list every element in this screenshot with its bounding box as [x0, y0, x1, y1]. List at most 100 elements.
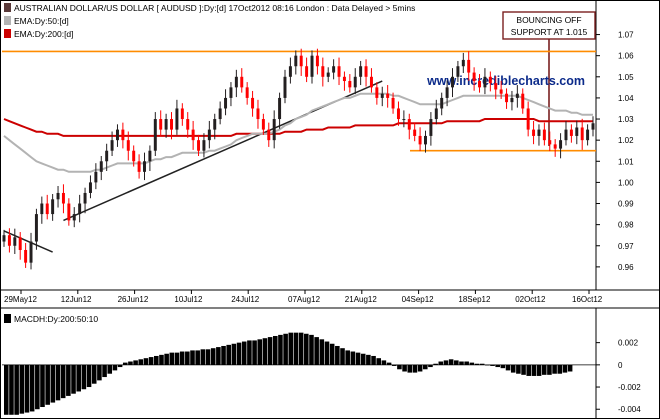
macd-bar — [221, 345, 226, 365]
candle-body — [137, 161, 141, 172]
candle-body — [2, 235, 6, 242]
macd-bar — [479, 363, 485, 365]
candle-body — [175, 108, 179, 130]
macd-bar — [24, 364, 30, 413]
macd-bar — [541, 364, 547, 375]
macd-bar — [19, 364, 25, 414]
macd-y-tick-label: 0.002 — [618, 339, 639, 348]
macd-bar — [97, 364, 102, 381]
legend-swatch-price — [4, 3, 11, 12]
macd-bar — [231, 343, 237, 365]
macd-bar — [159, 354, 164, 365]
x-tick-label: 12Jun12 — [61, 295, 92, 304]
macd-bar — [309, 334, 314, 365]
macd-bar — [448, 359, 454, 365]
candle-body — [229, 87, 233, 98]
macd-bar — [236, 342, 242, 365]
macd-bar — [185, 351, 190, 365]
candle-body — [132, 150, 136, 162]
macd-y-tick-label: -0.002 — [618, 383, 641, 392]
macd-bar — [81, 364, 87, 390]
macd-bar — [345, 350, 350, 365]
candle-body — [488, 76, 492, 84]
macd-bar — [350, 351, 356, 365]
candle-body — [153, 119, 157, 151]
macd-bar — [117, 364, 123, 368]
macd-bar — [335, 345, 340, 365]
candle-body — [429, 119, 433, 136]
macd-bar — [324, 341, 330, 365]
macd-bar — [210, 348, 216, 365]
y-tick-label: 1.05 — [618, 73, 634, 82]
macd-bar — [417, 364, 423, 372]
candle-body — [67, 203, 71, 221]
candle-body — [353, 76, 357, 88]
macd-bar — [288, 332, 294, 365]
macd-bar — [360, 353, 366, 365]
macd-bar — [29, 364, 35, 412]
legend: AUSTRALIAN DOLLAR/US DOLLAR [ AUDUSD ]:D… — [4, 3, 415, 39]
candle-body — [207, 129, 211, 141]
macd-bar — [547, 364, 552, 375]
x-tick-label: 29May12 — [4, 295, 37, 304]
macd-bar — [298, 332, 304, 365]
trendline-short — [3, 230, 53, 253]
macd-bar — [314, 337, 319, 365]
candle-body — [499, 89, 503, 94]
candle-body — [553, 144, 557, 149]
candle-body — [386, 93, 390, 98]
candle-body — [72, 214, 76, 221]
candle-body — [526, 108, 530, 130]
macd-bar — [366, 354, 371, 365]
y-tick-label: 1.04 — [618, 94, 634, 103]
candle-body — [542, 129, 546, 141]
candle-body — [407, 119, 411, 130]
macd-bar — [169, 352, 175, 365]
macd-bar — [40, 364, 45, 408]
candle-body — [105, 150, 109, 162]
macd-bar — [371, 355, 376, 365]
macd-bar — [428, 364, 433, 368]
candle-body — [170, 119, 173, 130]
macd-bar — [443, 360, 449, 365]
macd-bar — [412, 364, 418, 373]
candle-body — [521, 93, 525, 109]
candle-body — [99, 161, 103, 172]
candle-body — [40, 203, 44, 215]
candle-body — [245, 87, 249, 98]
macd-bar — [376, 358, 382, 365]
candle-body — [180, 108, 184, 120]
candle-body — [564, 129, 568, 141]
macd-legend-swatch — [4, 314, 11, 323]
macd-bar — [133, 360, 138, 365]
macd-bar — [304, 333, 309, 365]
macd-bar — [60, 364, 66, 399]
candle-body — [348, 81, 352, 88]
y-tick-label: 1.03 — [618, 115, 634, 124]
macd-bar — [474, 363, 480, 365]
macd-bar — [526, 364, 532, 376]
x-tick-label: 24Jul12 — [231, 295, 260, 304]
ema200-line — [3, 118, 593, 137]
macd-bar — [283, 333, 288, 365]
candle-body — [505, 93, 509, 103]
macd-bar — [552, 364, 557, 374]
candle-body — [380, 93, 384, 98]
candle-body — [396, 108, 400, 120]
x-tick-label: 02Oct12 — [515, 295, 546, 304]
macd-bar — [107, 364, 113, 374]
y-tick-label: 1.01 — [618, 157, 634, 166]
macd-bar — [397, 364, 402, 370]
macd-bar — [143, 358, 149, 365]
macd-bar — [262, 338, 268, 365]
candle-body — [29, 241, 33, 263]
candle-body — [186, 119, 190, 130]
macd-bar — [278, 334, 283, 365]
macd-bar — [45, 364, 50, 405]
macd-bar — [557, 364, 563, 374]
x-tick-label: 10Jul12 — [174, 295, 203, 304]
macd-bar — [86, 364, 92, 388]
candle-body — [202, 140, 206, 151]
candle-body — [78, 203, 82, 215]
